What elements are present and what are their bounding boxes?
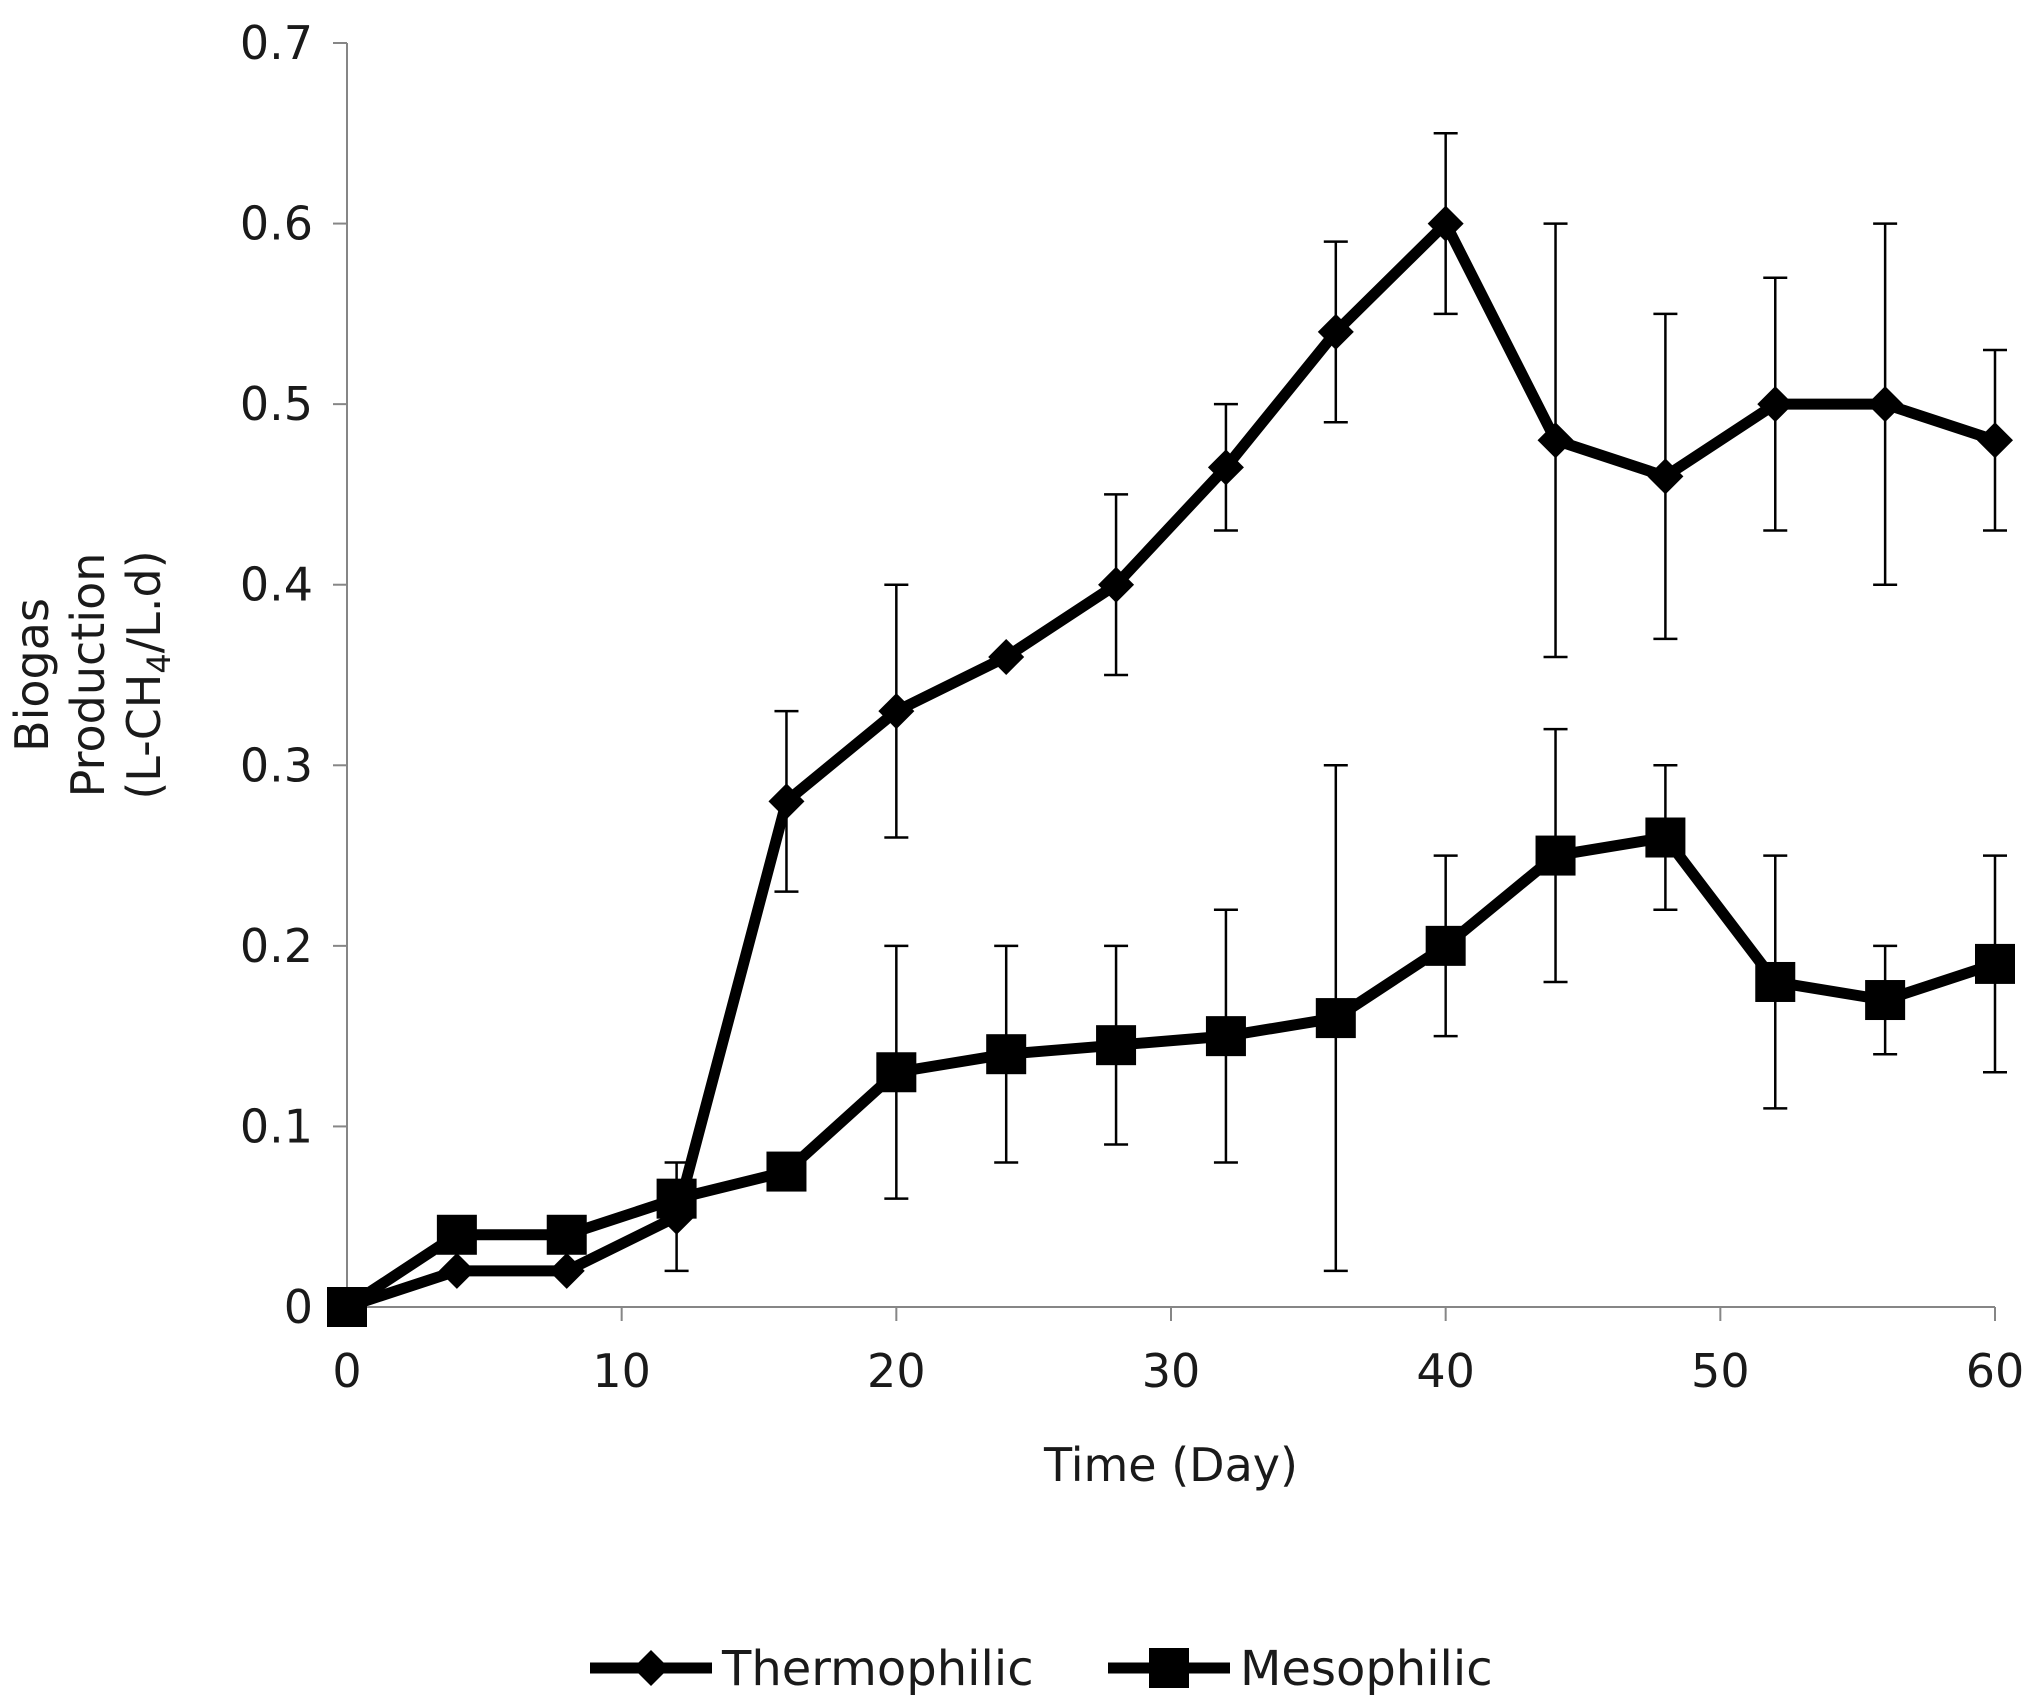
y-tick-label: 0.4: [240, 558, 313, 612]
thermophilic-data-point: [438, 1252, 475, 1289]
mesophilic-data-point: [1315, 998, 1356, 1039]
mesophilic-data-point: [1205, 1016, 1246, 1057]
x-tick-label: 30: [1142, 1344, 1201, 1398]
mesophilic-data-point: [876, 1052, 917, 1093]
mesophilic-data-point: [656, 1178, 697, 1219]
thermophilic-data-point: [548, 1252, 585, 1289]
axes: 0 0.1 0.2 0.3 0.4 0.5 0.6 0.7 0 10 20 30 40 50 60: [240, 16, 2024, 1398]
thermophilic-series-line: [345, 214, 1997, 1313]
mesophilic-data-point: [1425, 925, 1466, 966]
legend-mesophilic-marker: [1149, 1648, 1189, 1688]
y-tick-label: 0.6: [240, 197, 313, 251]
x-tick-label: 50: [1691, 1344, 1750, 1398]
mesophilic-data-point: [436, 1214, 477, 1255]
legend-thermophilic-marker: [633, 1650, 669, 1686]
y-axis-title-line: Biogas: [5, 598, 59, 752]
mesophilic-data-point: [1096, 1025, 1137, 1066]
axis-labels: Time (Day) BiogasProduction(L-CH4/L.d): [5, 550, 1298, 1492]
y-tick-label: 0: [284, 1280, 313, 1334]
y-tick-label: 0.2: [240, 919, 313, 973]
legend-thermophilic-label: Thermophilic: [721, 1641, 1034, 1697]
y-tick-label: 0.7: [240, 16, 313, 70]
thermophilic-data-point: [988, 638, 1025, 675]
y-axis-title-line: Production: [61, 553, 115, 798]
y-axis-title-line: (L-CH: [117, 674, 171, 800]
series-markers: [327, 205, 2015, 1327]
x-tick-label: 20: [867, 1344, 926, 1398]
mesophilic-data-point: [1755, 961, 1796, 1002]
mesophilic-data-point: [1865, 980, 1906, 1021]
thermophilic-data-point: [1207, 449, 1244, 486]
mesophilic-data-point: [1975, 943, 2015, 984]
thermophilic-data-point: [1427, 205, 1464, 242]
series-lines: [343, 214, 1997, 1313]
mesophilic-data-point: [1645, 817, 1686, 858]
x-tick-label: 10: [592, 1344, 651, 1398]
y-axis-title-subscript: 4: [140, 653, 178, 673]
x-tick-label: 40: [1416, 1344, 1475, 1398]
mesophilic-data-point: [1535, 835, 1576, 876]
mesophilic-data-point: [327, 1287, 367, 1327]
thermophilic-data-point: [1867, 386, 1904, 423]
y-axis-title: BiogasProduction(L-CH4/L.d): [5, 550, 178, 799]
x-tick-label: 0: [332, 1344, 361, 1398]
y-tick-label: 0.3: [240, 738, 313, 792]
thermophilic-data-point: [878, 693, 915, 730]
y-tick-label: 0.5: [240, 377, 313, 431]
y-axis-title-line: /L.d): [117, 550, 171, 653]
thermophilic-data-point: [1977, 422, 2013, 459]
thermophilic-data-point: [1098, 566, 1135, 603]
legend: Thermophilic Mesophilic: [590, 1641, 1493, 1697]
legend-mesophilic-label: Mesophilic: [1240, 1641, 1493, 1697]
mesophilic-data-point: [766, 1151, 807, 1192]
thermophilic-data-point: [1647, 458, 1684, 495]
thermophilic-data-point: [768, 783, 805, 820]
x-axis-title: Time (Day): [1043, 1438, 1298, 1492]
x-tick-label: 60: [1966, 1344, 2025, 1398]
y-tick-label: 0.1: [240, 1099, 313, 1153]
thermophilic-data-point: [1317, 313, 1354, 350]
thermophilic-data-point: [1757, 386, 1794, 423]
thermophilic-data-point: [1537, 422, 1574, 459]
mesophilic-series-line: [343, 831, 1997, 1312]
mesophilic-data-point: [546, 1214, 587, 1255]
mesophilic-data-point: [986, 1034, 1027, 1075]
